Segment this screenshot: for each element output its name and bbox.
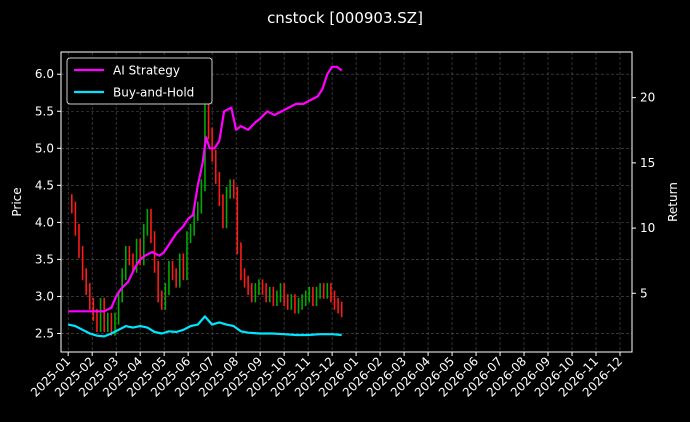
series-lines <box>67 65 343 338</box>
y2-axis-ticks: 5 10 15 20 <box>632 91 655 300</box>
y2-tick-label: 5 <box>640 286 648 300</box>
price-bars <box>70 97 343 336</box>
plot-frame <box>60 51 633 353</box>
ai-strategy-line <box>68 65 343 313</box>
y-tick-label: 4.0 <box>35 215 54 229</box>
y-axis-ticks: 2.5 3.0 3.5 4.0 4.5 5.0 5.5 6.0 <box>35 67 61 340</box>
y-axis-label: Price <box>10 187 24 216</box>
y2-tick-label: 10 <box>640 221 655 235</box>
legend-buy-and-hold-label: Buy-and-Hold <box>113 86 194 100</box>
chart-title: cnstock [000903.SZ] <box>267 9 423 27</box>
y-tick-label: 2.5 <box>35 326 54 340</box>
legend-ai-strategy-label: AI Strategy <box>113 64 180 78</box>
y2-tick-label: 20 <box>640 91 655 105</box>
y-tick-label: 3.0 <box>35 289 54 303</box>
buy-and-hold-line <box>67 315 342 338</box>
y-tick-label: 5.0 <box>35 141 54 155</box>
y-tick-label: 4.5 <box>35 178 54 192</box>
y2-tick-label: 15 <box>640 156 655 170</box>
y-tick-label: 6.0 <box>35 67 54 81</box>
y2-axis-label: Return <box>666 182 680 222</box>
legend: AI Strategy Buy-and-Hold <box>66 57 213 105</box>
y-tick-label: 5.5 <box>35 104 54 118</box>
y-tick-label: 3.5 <box>35 252 54 266</box>
